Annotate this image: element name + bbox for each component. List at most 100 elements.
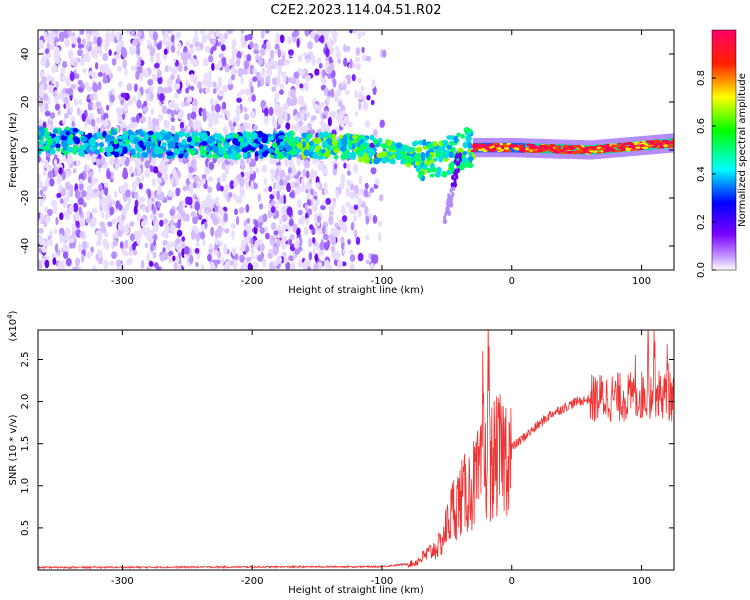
- spectrogram-band-cell: [134, 143, 140, 151]
- spectrogram-band-cell: [205, 146, 211, 153]
- spectrogram-noise-cell: [343, 43, 347, 53]
- spectrogram-band-cell: [406, 157, 414, 164]
- spectrogram-noise-cell: [234, 208, 239, 216]
- spectrogram-noise-cell: [321, 77, 327, 85]
- spectrogram-noise-cell: [150, 158, 157, 167]
- spectrogram-noise-cell: [131, 181, 135, 188]
- spectrogram-noise-cell: [122, 169, 129, 180]
- spectrogram-noise-cell: [348, 204, 354, 215]
- spectrogram-noise-cell: [157, 76, 163, 85]
- spectrogram-noise-cell: [356, 62, 361, 71]
- spectrogram-noise-cell: [296, 157, 302, 167]
- spectrogram-noise-cell: [119, 184, 125, 193]
- spectrogram-noise-cell: [364, 182, 369, 190]
- spectrogram-noise-cell: [164, 65, 169, 73]
- spectrogram-noise-cell: [285, 261, 291, 270]
- spectrogram-noise-cell: [204, 45, 211, 53]
- spectrogram-noise-cell: [98, 190, 103, 200]
- spectrogram-band-cell: [468, 152, 473, 157]
- spectrogram-noise-cell: [170, 116, 175, 123]
- spectrogram-noise-cell: [124, 239, 129, 249]
- spectrogram-noise-cell: [324, 259, 330, 270]
- spectrogram-band-core: [574, 144, 577, 155]
- spectrogram-noise-cell: [208, 243, 214, 251]
- spectrogram-noise-cell: [171, 110, 175, 118]
- spectrogram-band-cell: [303, 149, 310, 157]
- spectrogram-noise-cell: [161, 105, 168, 114]
- spectrogram-band-cell: [584, 146, 590, 150]
- spectrogram-band-cell: [658, 145, 664, 149]
- spectrogram-band-cell: [389, 158, 395, 164]
- spectrogram-noise-cell: [42, 93, 49, 102]
- spectrogram-band-cell: [364, 148, 370, 154]
- spectrogram-noise-cell: [231, 247, 237, 256]
- spectrogram-band-cell: [312, 151, 319, 160]
- spectrogram-band-cell: [484, 144, 490, 148]
- spectrogram-noise-cell: [224, 184, 229, 194]
- spectrogram-noise-cell: [170, 74, 175, 81]
- spectrogram-noise-cell: [153, 166, 159, 174]
- spectrogram-noise-cell: [99, 221, 105, 227]
- spectrogram-noise-cell: [309, 173, 315, 179]
- spectrogram-noise-cell: [143, 230, 148, 238]
- spectrogram-noise-cell: [180, 101, 185, 108]
- spectrogram-noise-cell: [220, 38, 226, 45]
- spectrogram-noise-cell: [333, 228, 338, 238]
- spectrogram-noise-cell: [243, 229, 248, 238]
- spectrogram-noise-cell: [304, 184, 309, 190]
- spectrogram-noise-cell: [210, 264, 216, 270]
- spectrogram-noise-cell: [177, 111, 182, 119]
- spectrogram-band-cell: [496, 147, 502, 150]
- spectrogram-noise-cell: [312, 247, 316, 257]
- spectrogram-noise-cell: [252, 68, 258, 75]
- spectrogram-band-cell: [415, 146, 423, 153]
- spectrogram-noise-cell: [148, 30, 155, 35]
- spectrogram-noise-cell: [250, 85, 254, 94]
- spectrogram-band-cell: [456, 132, 461, 138]
- spectrogram-noise-cell: [301, 105, 307, 111]
- spectrogram-noise-cell: [131, 116, 138, 123]
- spectrogram-noise-cell: [288, 218, 294, 227]
- spectrogram-band-cell: [446, 135, 452, 140]
- spectrogram-noise-cell: [323, 87, 329, 97]
- spectrogram-band-cell: [323, 152, 328, 157]
- spectrogram-noise-cell: [163, 30, 169, 40]
- spectrogram-noise-cell: [149, 243, 155, 252]
- spectrogram-noise-cell: [331, 30, 337, 38]
- spectrogram-band-cell: [60, 140, 67, 146]
- spectrogram-noise-cell: [348, 191, 355, 200]
- spectrogram-x-label: Height of straight line (km): [288, 285, 424, 296]
- spectrogram-noise-cell: [133, 205, 138, 215]
- spectrogram-noise-cell: [270, 222, 277, 231]
- spectrogram-noise-cell: [283, 256, 288, 264]
- spectrogram-y-label: Frequency (Hz): [8, 112, 19, 188]
- spectrogram-noise-cell: [141, 214, 148, 221]
- spectrogram-noise-cell: [120, 92, 127, 98]
- spectrogram-noise-cell: [308, 177, 313, 185]
- spectrogram-noise-cell: [224, 228, 230, 234]
- spectrogram-noise-cell: [53, 165, 59, 172]
- spectrogram-noise-cell: [239, 264, 246, 270]
- spectrogram-noise-cell: [44, 206, 49, 213]
- spectrogram-band-cell: [533, 149, 539, 153]
- spectrogram-noise-cell: [192, 181, 197, 189]
- spectrogram-noise-cell: [315, 181, 320, 189]
- spectrogram-noise-cell: [38, 176, 41, 183]
- spectrogram-noise-cell: [93, 91, 98, 102]
- spectrogram-noise-cell: [209, 48, 214, 55]
- spectrogram-noise-cell: [316, 215, 321, 223]
- spectrogram-noise-cell: [161, 162, 166, 170]
- spectrogram-noise-cell: [207, 176, 214, 183]
- snr-panel: -300 -200 -100 0 100 0.5 1.0 1.5 2.0 2.5 Height o…: [6, 310, 675, 596]
- spectrogram-noise-cell: [291, 78, 297, 85]
- spectrogram-noise-cell: [122, 59, 127, 69]
- spectrogram-noise-cell: [285, 122, 291, 130]
- spectrogram-band-cell: [629, 142, 635, 146]
- spectrogram-noise-cell: [299, 83, 304, 89]
- spectrogram-noise-cell: [254, 262, 259, 269]
- spectrogram-band-cell: [200, 132, 207, 141]
- spectrogram-noise-cell: [282, 194, 287, 205]
- spectrogram-tail-cell: [443, 218, 447, 224]
- spectrogram-band-cell: [414, 161, 420, 166]
- spectrogram-noise-cell: [246, 217, 251, 224]
